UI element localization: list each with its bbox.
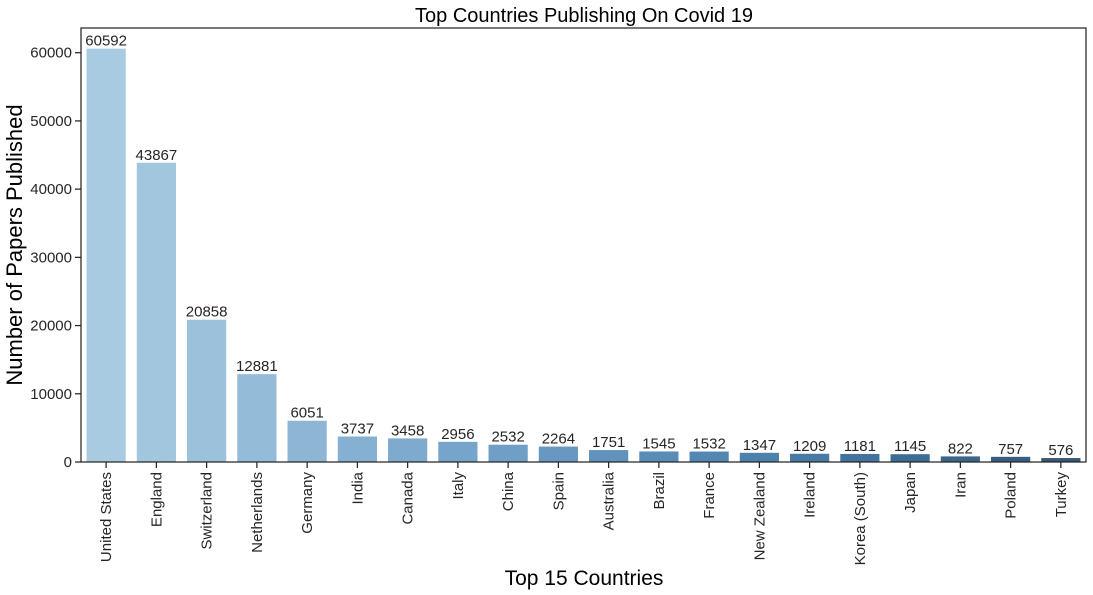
bar [538,446,578,462]
bar [136,162,176,462]
plot-frame [80,27,1087,463]
x-tick-label: China [500,471,517,511]
x-tick-label: Canada [400,471,417,524]
y-axis: 0 10000 20000 30000 40000 50000 60000 [30,45,81,471]
data-label: 1209 [793,438,826,455]
bar [488,444,528,462]
bar [840,453,880,462]
data-label: 1751 [592,434,625,451]
y-axis-title: Number of Papers Published [2,104,27,385]
x-tick-label: New Zealand [751,472,768,560]
x-tick-label: Turkey [1053,472,1070,518]
x-tick-label: England [148,472,165,527]
y-tick-label: 10000 [30,386,72,403]
y-tick-label: 60000 [30,45,72,62]
y-tick-label: 40000 [30,181,72,198]
x-tick-label: Japan [902,472,919,513]
data-label: 20858 [186,304,228,321]
y-tick-label: 30000 [30,249,72,266]
bar [589,450,629,462]
bar [790,453,830,462]
bar [187,319,227,462]
y-tick-label: 0 [64,454,72,471]
data-labels-group: 60592 43867 20858 12881 6051 3737 3458 2956 2532… [85,33,1073,459]
x-tick-label: Netherlands [249,472,266,553]
bar [639,451,679,462]
bar [388,438,428,462]
data-label: 1347 [743,437,776,454]
data-label: 576 [1048,442,1073,459]
data-label: 1545 [642,435,675,452]
x-tick-label: Spain [550,472,567,510]
bar [689,451,729,462]
bar [287,420,327,462]
data-label: 60592 [85,33,127,50]
x-axis: United States England Switzerland Netherlan… [98,462,1070,565]
x-tick-label: Italy [450,472,467,500]
data-label: 2532 [491,429,524,446]
chart-title: Top Countries Publishing On Covid 19 [415,5,753,27]
data-label: 3458 [391,422,424,439]
data-label: 1145 [894,438,926,455]
data-label: 1532 [692,436,725,453]
x-tick-label: India [349,471,366,504]
data-label: 2956 [441,426,474,443]
bar [739,452,779,462]
x-tick-label: Germany [299,472,316,534]
data-label: 2264 [542,431,575,448]
x-tick-label: Australia [601,471,618,530]
data-label: 12881 [236,358,278,375]
x-tick-label: Korea (South) [852,472,869,565]
data-label: 822 [948,440,973,457]
x-tick-label: France [701,472,718,519]
x-tick-label: Ireland [802,472,819,518]
bar [991,456,1031,462]
x-axis-title: Top 15 Countries [505,567,664,590]
bar [1041,458,1081,462]
bar [890,454,930,462]
x-tick-label: Brazil [651,472,668,510]
data-label: 1181 [844,438,876,455]
y-tick-label: 50000 [30,113,72,130]
bar [237,374,277,462]
bar [438,441,478,462]
bars-group [86,48,1081,463]
data-label: 43867 [136,147,178,164]
x-tick-label: Switzerland [199,472,216,550]
x-tick-label: Iran [952,472,969,498]
bar [940,456,980,462]
y-tick-label: 20000 [30,318,72,335]
data-label: 6051 [290,405,323,422]
data-label: 757 [998,441,1023,458]
data-label: 3737 [341,421,374,438]
bar [86,48,126,463]
x-tick-label: Poland [1003,472,1020,519]
x-tick-label: United States [98,472,115,562]
bar [337,436,377,462]
